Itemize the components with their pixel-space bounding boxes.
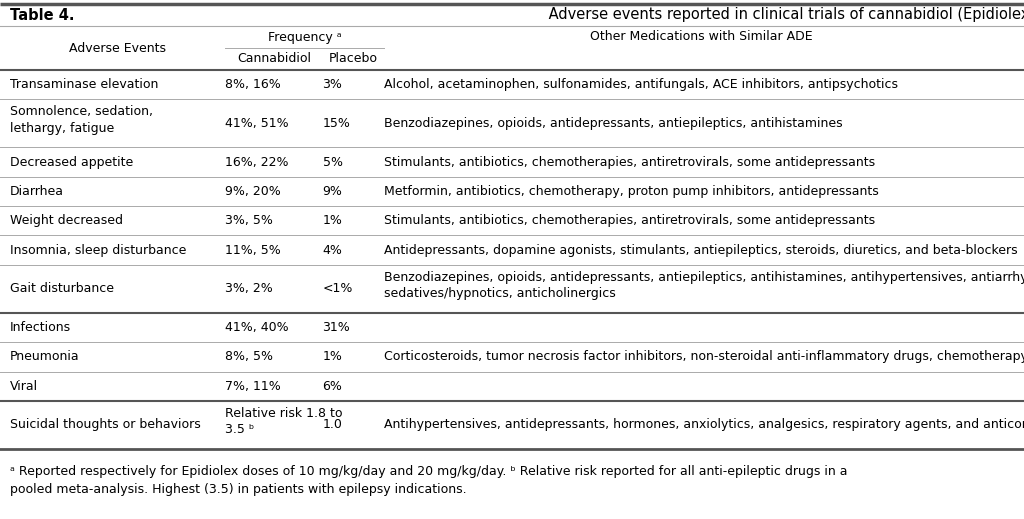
Text: 9%, 20%: 9%, 20%: [225, 185, 281, 198]
Text: Benzodiazepines, opioids, antidepressants, antiepileptics, antihistamines, antih: Benzodiazepines, opioids, antidepressant…: [384, 271, 1024, 301]
Text: Antihypertensives, antidepressants, hormones, anxiolytics, analgesics, respirato: Antihypertensives, antidepressants, horm…: [384, 418, 1024, 431]
Text: Relative risk 1.8 to
3.5 ᵇ: Relative risk 1.8 to 3.5 ᵇ: [225, 407, 343, 436]
Text: Frequency ᵃ: Frequency ᵃ: [268, 31, 341, 44]
Text: pooled meta-analysis. Highest (3.5) in patients with epilepsy indications.: pooled meta-analysis. Highest (3.5) in p…: [10, 483, 467, 496]
Text: Alcohol, acetaminophen, sulfonamides, antifungals, ACE inhibitors, antipsychotic: Alcohol, acetaminophen, sulfonamides, an…: [384, 78, 898, 91]
Text: 7%, 11%: 7%, 11%: [225, 380, 281, 393]
Text: 16%, 22%: 16%, 22%: [225, 156, 289, 169]
Text: <1%: <1%: [323, 282, 353, 295]
Text: 31%: 31%: [323, 321, 350, 334]
Text: 3%, 2%: 3%, 2%: [225, 282, 273, 295]
Text: Benzodiazepines, opioids, antidepressants, antiepileptics, antihistamines: Benzodiazepines, opioids, antidepressant…: [384, 117, 843, 130]
Text: Stimulants, antibiotics, chemotherapies, antiretrovirals, some antidepressants: Stimulants, antibiotics, chemotherapies,…: [384, 156, 876, 169]
Text: Corticosteroids, tumor necrosis factor inhibitors, non-steroidal anti-inflammato: Corticosteroids, tumor necrosis factor i…: [384, 350, 1024, 363]
Text: 11%, 5%: 11%, 5%: [225, 243, 281, 257]
Text: 9%: 9%: [323, 185, 342, 198]
Text: Gait disturbance: Gait disturbance: [10, 282, 115, 295]
Text: Viral: Viral: [10, 380, 38, 393]
Text: Cannabidiol: Cannabidiol: [237, 52, 311, 65]
Text: 1.0: 1.0: [323, 418, 342, 431]
Text: Somnolence, sedation,
lethargy, fatigue: Somnolence, sedation, lethargy, fatigue: [10, 105, 154, 135]
Text: Diarrhea: Diarrhea: [10, 185, 65, 198]
Text: 15%: 15%: [323, 117, 350, 130]
Text: Infections: Infections: [10, 321, 72, 334]
Text: 8%, 5%: 8%, 5%: [225, 350, 273, 363]
Text: Weight decreased: Weight decreased: [10, 214, 123, 227]
Text: 1%: 1%: [323, 214, 342, 227]
Text: 41%, 51%: 41%, 51%: [225, 117, 289, 130]
Text: Transaminase elevation: Transaminase elevation: [10, 78, 159, 91]
Text: 5%: 5%: [323, 156, 343, 169]
Text: Antidepressants, dopamine agonists, stimulants, antiepileptics, steroids, diuret: Antidepressants, dopamine agonists, stim…: [384, 243, 1018, 257]
Text: 6%: 6%: [323, 380, 342, 393]
Text: 3%: 3%: [323, 78, 342, 91]
Text: 41%, 40%: 41%, 40%: [225, 321, 289, 334]
Text: Insomnia, sleep disturbance: Insomnia, sleep disturbance: [10, 243, 186, 257]
Text: 1%: 1%: [323, 350, 342, 363]
Text: Other Medications with Similar ADE: Other Medications with Similar ADE: [590, 31, 813, 44]
Text: 8%, 16%: 8%, 16%: [225, 78, 281, 91]
Text: Table 4.: Table 4.: [10, 7, 75, 22]
Text: Pneumonia: Pneumonia: [10, 350, 80, 363]
Text: Adverse events reported in clinical trials of cannabidiol (Epidiolex).: Adverse events reported in clinical tria…: [544, 7, 1024, 22]
Text: Stimulants, antibiotics, chemotherapies, antiretrovirals, some antidepressants: Stimulants, antibiotics, chemotherapies,…: [384, 214, 876, 227]
Text: Decreased appetite: Decreased appetite: [10, 156, 133, 169]
Text: Suicidal thoughts or behaviors: Suicidal thoughts or behaviors: [10, 418, 201, 431]
Text: 3%, 5%: 3%, 5%: [225, 214, 273, 227]
Text: 4%: 4%: [323, 243, 342, 257]
Text: Metformin, antibiotics, chemotherapy, proton pump inhibitors, antidepressants: Metformin, antibiotics, chemotherapy, pr…: [384, 185, 879, 198]
Text: Placebo: Placebo: [329, 52, 378, 65]
Text: Adverse Events: Adverse Events: [70, 42, 166, 54]
Text: ᵃ Reported respectively for Epidiolex doses of 10 mg/kg/day and 20 mg/kg/day. ᵇ : ᵃ Reported respectively for Epidiolex do…: [10, 465, 848, 478]
